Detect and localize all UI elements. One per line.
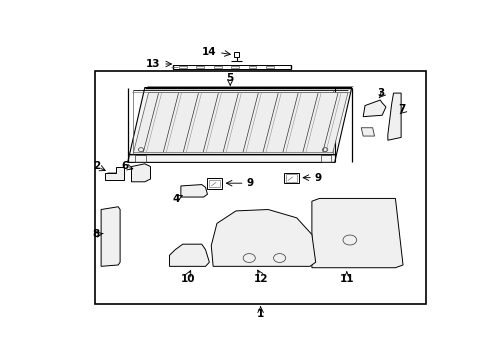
Text: 14: 14 <box>201 47 216 57</box>
Polygon shape <box>128 87 352 162</box>
Bar <box>286 174 297 182</box>
Text: 10: 10 <box>181 274 196 284</box>
Bar <box>196 66 204 68</box>
Text: 13: 13 <box>146 59 161 69</box>
Polygon shape <box>131 164 150 182</box>
Polygon shape <box>211 210 316 266</box>
Polygon shape <box>181 185 207 197</box>
Bar <box>96 71 426 304</box>
Polygon shape <box>388 93 401 140</box>
Polygon shape <box>312 198 403 268</box>
Bar <box>249 66 256 68</box>
Polygon shape <box>170 244 209 266</box>
Bar <box>173 64 291 69</box>
Text: 9: 9 <box>246 178 254 188</box>
Text: 4: 4 <box>172 194 180 204</box>
Polygon shape <box>105 167 124 180</box>
Text: 5: 5 <box>226 73 234 83</box>
Bar <box>207 178 222 189</box>
Bar <box>231 66 239 68</box>
Bar <box>135 155 146 162</box>
Text: 12: 12 <box>253 274 268 284</box>
Bar <box>234 51 239 57</box>
Bar <box>267 66 274 68</box>
Bar <box>321 155 331 162</box>
Text: 1: 1 <box>257 309 264 319</box>
Bar <box>179 66 187 68</box>
Text: 7: 7 <box>398 104 406 114</box>
Polygon shape <box>133 93 348 153</box>
Bar <box>214 66 221 68</box>
Bar <box>284 173 298 183</box>
Text: 3: 3 <box>377 87 385 98</box>
Polygon shape <box>363 100 386 117</box>
Text: 8: 8 <box>93 229 100 239</box>
Text: 9: 9 <box>315 173 322 183</box>
Text: 2: 2 <box>93 161 100 171</box>
Polygon shape <box>101 207 120 266</box>
Text: 11: 11 <box>340 274 354 284</box>
Polygon shape <box>361 128 374 136</box>
Text: 6: 6 <box>122 161 129 171</box>
Bar <box>209 180 220 187</box>
